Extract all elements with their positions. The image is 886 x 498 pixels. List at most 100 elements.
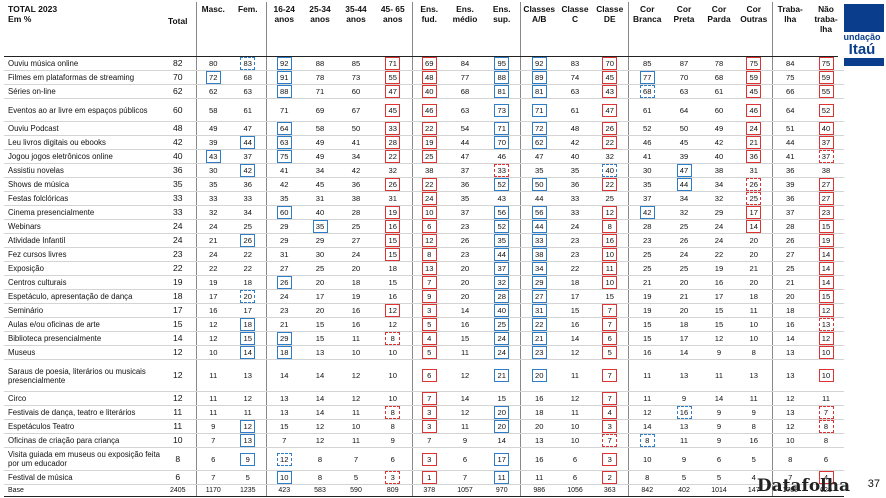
cell-classe-c: 63 (558, 84, 592, 99)
cell-ens-fund: 40 (411, 84, 446, 99)
cell-value: 32 (209, 208, 218, 217)
cell-value: 12 (643, 408, 652, 417)
cell-ens-sup: 21 (484, 359, 520, 392)
cell-value: 16 (749, 436, 758, 445)
highlighted-cell-value: 9 (421, 290, 437, 303)
cell-ens-medio: 37 (446, 205, 484, 220)
cell-value: 7 (788, 473, 793, 482)
highlighted-cell-value: 14 (818, 262, 834, 275)
cell-age-25-34: 49 (302, 149, 338, 164)
cell-age-25-34: 15 (302, 317, 338, 332)
cell-classe-c: 23 (558, 247, 592, 262)
cell-value: 15 (460, 334, 470, 343)
highlighted-cell-value: 19 (421, 136, 437, 149)
cell-cor-branca: 11 (627, 359, 666, 392)
highlighted-cell-value: 18 (276, 346, 292, 359)
highlighted-cell-value: 73 (494, 103, 510, 117)
cell-value: 25 (315, 264, 325, 273)
col-header-line2: C (571, 14, 579, 24)
cell-classe-c: 18 (558, 275, 592, 290)
cell-age-16-24: 63 (265, 135, 302, 150)
cell-ens-medio: 7 (446, 470, 484, 485)
cell-value: 27 (786, 250, 795, 259)
cell-age-45-65: 22 (374, 149, 412, 164)
highlighted-cell-value: 4 (818, 471, 834, 484)
cell-masc: 7 (195, 470, 230, 485)
highlighted-cell-value: 75 (818, 57, 834, 70)
base-row: Base 2405 1170 1235 423 583 590 809 378 1057 970 98… (4, 484, 844, 497)
cell-classe-de: 7 (592, 433, 628, 448)
cell-age-16-24: 27 (265, 261, 302, 276)
cell-value: 9 (681, 394, 687, 403)
highlighted-cell-value: 88 (494, 71, 510, 84)
cell-classe-c: 48 (558, 121, 592, 136)
cell-age-35-44: 34 (338, 149, 374, 164)
cell-value: 9 (751, 408, 756, 417)
cell-value: 12 (172, 347, 183, 357)
cell-cor-preta: 87 (666, 56, 702, 71)
cell-trabalha: 8 (771, 447, 808, 471)
cell-value: 16 (388, 292, 397, 301)
page-number: 37 (867, 478, 880, 490)
cell-total: 23 (160, 247, 196, 262)
cell-value: 16 (714, 278, 724, 287)
cell-classe-c: 10 (558, 433, 592, 448)
cell-value: 38 (425, 166, 434, 175)
cell-value: 6 (823, 454, 829, 464)
cell-classe-c: 10 (558, 419, 592, 434)
cell-value: 31 (749, 166, 758, 175)
highlighted-cell-value: 24 (421, 192, 437, 205)
cell-value: 39 (679, 152, 689, 161)
cell-value: 18 (786, 306, 795, 315)
cell-masc: 11 (195, 391, 230, 406)
col-header-line2: anos (274, 14, 295, 24)
cell-total: 12 (160, 359, 196, 392)
cell-value: 70 (679, 73, 689, 82)
cell-cor-parda: 6 (702, 447, 736, 471)
cell-cor-preta: 34 (666, 191, 702, 206)
cell-age-45-65: 12 (374, 317, 412, 332)
cell-cor-parda: 78 (702, 56, 736, 71)
cell-value: 38 (821, 166, 831, 175)
cell-classe-de: 43 (592, 84, 628, 99)
cell-cor-branca: 16 (627, 345, 666, 360)
cell-age-25-34: 17 (302, 289, 338, 304)
cell-value: 47 (535, 152, 544, 161)
cell-trabalha: 28 (771, 219, 808, 234)
col-header-line1: Classe (561, 4, 589, 14)
cell-value: 20 (749, 278, 758, 287)
cell-masc: 12 (195, 331, 230, 346)
cell-cor-branca: 61 (627, 98, 666, 122)
cell-age-35-44: 10 (338, 345, 374, 360)
cell-value: 9 (716, 422, 722, 431)
cell-trabalha: 13 (771, 405, 808, 420)
cell-cor-preta: 14 (666, 345, 702, 360)
cell-classes-ab: 44 (519, 191, 558, 206)
cell-value: 88 (315, 59, 325, 68)
cell-value: 11 (749, 306, 758, 315)
cell-classes-ab: 35 (519, 163, 558, 178)
cell-value: 29 (714, 208, 724, 217)
highlighted-cell-value: 33 (385, 122, 401, 135)
cell-value: 68 (714, 73, 724, 82)
highlighted-cell-value: 75 (746, 57, 762, 70)
highlighted-cell-value: 52 (494, 178, 510, 191)
base-cor-preta: 402 (666, 484, 702, 497)
cell-age-45-65: 19 (374, 205, 412, 220)
cell-fem: 83 (230, 56, 266, 71)
cell-ens-medio: 16 (446, 317, 484, 332)
cell-cor-branca: 35 (627, 177, 666, 192)
cell-value: 21 (280, 320, 289, 329)
cell-value: 6 (572, 454, 578, 464)
cell-value: 36 (243, 180, 252, 189)
cell-nao-trabalha: 37 (808, 149, 844, 164)
cell-ens-fund: 6 (411, 359, 446, 392)
cell-fem: 13 (230, 433, 266, 448)
cell-age-25-34: 12 (302, 419, 338, 434)
cell-cor-parda: 9 (702, 419, 736, 434)
cell-nao-trabalha: 38 (808, 163, 844, 178)
cell-value: 7 (282, 436, 287, 445)
col-header-line2: Parda (707, 14, 731, 24)
cell-cor-parda: 61 (702, 84, 736, 99)
cell-value: 11 (173, 407, 183, 417)
